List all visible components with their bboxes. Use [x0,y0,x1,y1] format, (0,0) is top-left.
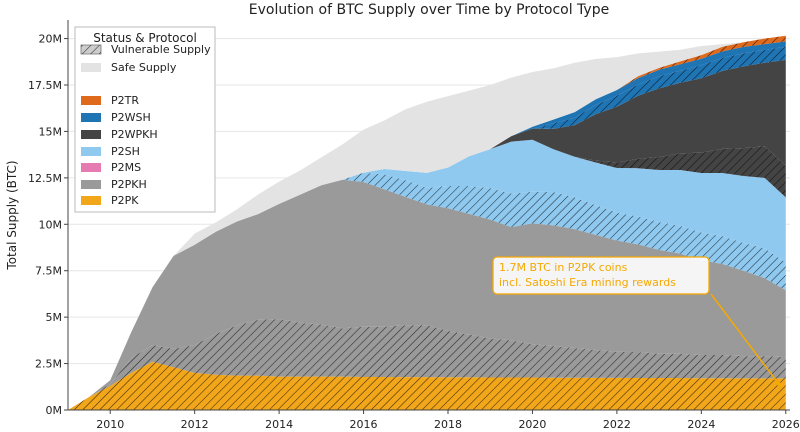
x-tick-label: 2016 [350,418,378,431]
legend-label: P2WSH [111,111,151,124]
area-p2wpkh-vulnerable-hatch [68,139,786,410]
legend-label: P2PKH [111,178,147,191]
y-tick-label: 12.5M [28,172,62,185]
x-tick-label: 2010 [96,418,124,431]
y-tick-label: 0M [46,404,63,417]
area-p2pkh-safe [68,179,786,410]
area-safe-supply [68,35,786,410]
area-p2pk-vulnerable-hatch [68,361,786,410]
area-p2wpkh-safe [68,59,786,410]
x-tick-labels: 2010 2012 2014 2016 2018 2020 2022 2024 2026 [96,410,800,431]
legend-swatch [81,130,101,139]
x-tick-label: 2024 [687,418,715,431]
y-tick-label: 20M [39,33,63,46]
y-tick-label: 15M [39,125,63,138]
y-tick-label: 2.5M [35,358,62,371]
annotation-arrow [710,293,783,389]
x-tick-label: 2018 [434,418,462,431]
legend-label: P2TR [111,94,139,107]
y-tick-label: 7.5M [35,265,62,278]
stacked-areas [68,35,786,410]
x-tick-label: 2014 [265,418,293,431]
legend-label: P2MS [111,161,141,174]
area-p2pkh-vulnerable-hatch [68,319,786,410]
x-tick-label: 2020 [518,418,546,431]
x-tick-label: 2012 [181,418,209,431]
x-tick-label: 2026 [772,418,800,431]
legend-swatch [81,63,101,72]
area-p2sh-vulnerable-hatch [68,172,786,410]
legend-label: P2PK [111,194,139,207]
annotation-arrowhead [774,379,782,388]
area-p2sh-safe [68,139,786,410]
y-tick-label: 17.5M [28,79,62,92]
legend-label: Vulnerable Supply [111,43,211,56]
legend-label: P2SH [111,145,140,158]
y-tick-labels: 0M 2.5M 5M 7.5M 10M 12.5M 15M 17.5M 20M [28,33,68,417]
legend-label: P2WPKH [111,128,158,141]
legend-swatch [81,196,101,205]
annotation-line-1: 1.7M BTC in P2PK coins [499,261,628,274]
y-tick-label: 5M [46,311,63,324]
x-tick-label: 2022 [603,418,631,431]
annotation-box [492,256,710,295]
legend-label: Safe Supply [111,61,177,74]
annotation-line-2: incl. Satoshi Era mining rewards [499,276,676,289]
legend-swatch [81,113,101,122]
legend-swatch-hatch [81,45,101,54]
legend-title: Status & Protocol [93,31,197,45]
legend-swatch [81,147,101,156]
y-axis-label: Total Supply (BTC) [5,160,19,270]
annotation: 1.7M BTC in P2PK coins incl. Satoshi Era … [492,256,783,389]
chart-title: Evolution of BTC Supply over Time by Pro… [249,2,609,18]
y-tick-label: 10M [39,218,63,231]
legend-swatch [81,96,101,105]
legend-swatch [81,180,101,189]
legend-swatch [81,163,101,172]
